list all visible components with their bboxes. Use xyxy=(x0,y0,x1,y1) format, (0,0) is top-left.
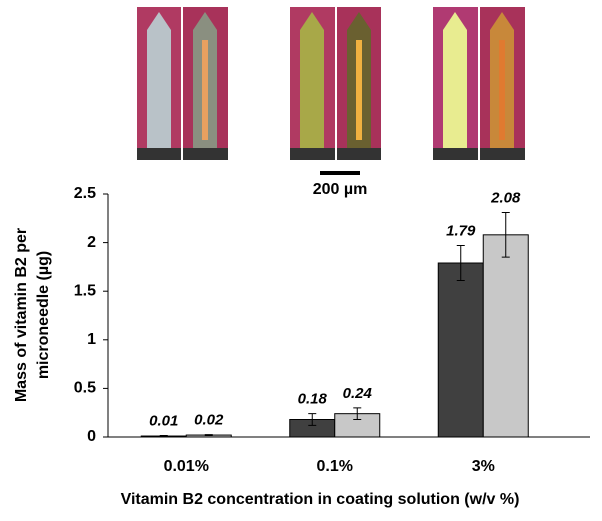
micrographs: 200 µm xyxy=(137,7,525,198)
y-tick-label: 2 xyxy=(87,234,96,251)
value-label: 0.01 xyxy=(149,413,178,430)
error-bar xyxy=(159,435,168,438)
y-axis-title: microneedle (µg) xyxy=(35,251,52,379)
error-bar xyxy=(353,407,362,421)
y-tick-label: 0.5 xyxy=(74,380,96,397)
photo-pair xyxy=(290,7,381,160)
x-axis-title: Vitamin B2 concentration in coating solu… xyxy=(121,491,520,508)
value-label: 1.79 xyxy=(446,222,476,239)
y-tick-label: 2.5 xyxy=(74,185,96,202)
y-axis-title: Mass of vitamin B2 per xyxy=(13,228,30,402)
x-tick-label: 0.01% xyxy=(164,458,209,475)
photo-pair xyxy=(433,7,525,160)
y-tick-label: 1.5 xyxy=(74,282,96,299)
error-bar xyxy=(501,211,510,258)
value-label: 0.18 xyxy=(298,391,328,408)
error-bar xyxy=(308,413,317,426)
y-tick-label: 1 xyxy=(87,331,96,348)
y-tick-label: 0 xyxy=(87,428,96,445)
value-label: 0.02 xyxy=(194,412,224,429)
bar xyxy=(482,234,529,438)
error-bar xyxy=(204,434,213,437)
error-bar xyxy=(456,245,465,282)
bar xyxy=(437,262,484,438)
value-label: 0.24 xyxy=(343,385,373,402)
scale-bar-label: 200 µm xyxy=(313,181,368,198)
x-tick-label: 0.1% xyxy=(317,458,353,475)
photo-pair xyxy=(137,7,228,160)
x-tick-label: 3% xyxy=(472,458,495,475)
value-label: 2.08 xyxy=(490,189,521,206)
